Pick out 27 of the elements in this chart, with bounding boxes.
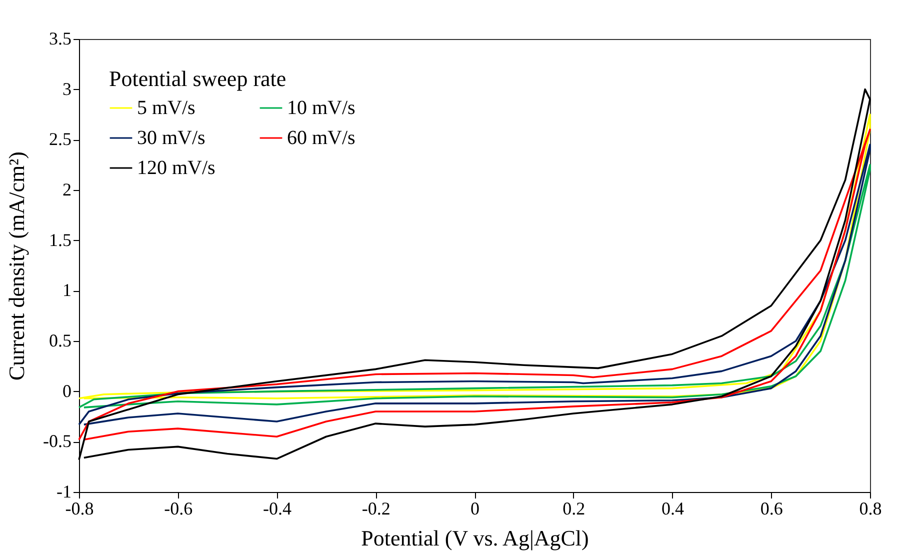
legend-title: Potential sweep rate bbox=[109, 66, 286, 91]
x-tick-label: -0.6 bbox=[164, 498, 193, 518]
y-tick-label: 2 bbox=[62, 180, 72, 200]
y-tick-label: 0.5 bbox=[49, 330, 72, 350]
legend-label: 60 mV/s bbox=[287, 127, 356, 149]
x-tick-label: 0 bbox=[470, 498, 480, 518]
y-tick-label: 1 bbox=[62, 280, 72, 300]
legend-label: 5 mV/s bbox=[137, 97, 196, 119]
x-tick-label: 0.6 bbox=[760, 498, 783, 518]
x-tick-label: -0.4 bbox=[263, 498, 292, 518]
legend-label: 120 mV/s bbox=[137, 157, 216, 179]
x-tick-label: -0.2 bbox=[362, 498, 390, 518]
legend-label: 10 mV/s bbox=[287, 97, 356, 119]
legend-label: 30 mV/s bbox=[137, 127, 206, 149]
x-tick-label: 0.4 bbox=[662, 498, 684, 518]
y-tick-label: 2.5 bbox=[49, 129, 72, 150]
y-tick-label: 0 bbox=[62, 380, 72, 401]
y-tick-label: 3 bbox=[62, 78, 72, 99]
y-tick-label: 3.5 bbox=[49, 28, 72, 48]
x-tick-label: -0.8 bbox=[65, 498, 94, 518]
x-tick-label: 0.2 bbox=[562, 498, 586, 518]
y-tick-label: -0.5 bbox=[43, 431, 72, 452]
y-axis-title: Current density (mA/cm²) bbox=[4, 152, 30, 380]
x-axis-title: Potential (V vs. Ag|AgCl) bbox=[361, 526, 589, 550]
y-tick-label: 1.5 bbox=[49, 230, 72, 250]
y-tick-label: -1 bbox=[56, 482, 72, 502]
x-tick-label: 0.8 bbox=[859, 498, 882, 518]
